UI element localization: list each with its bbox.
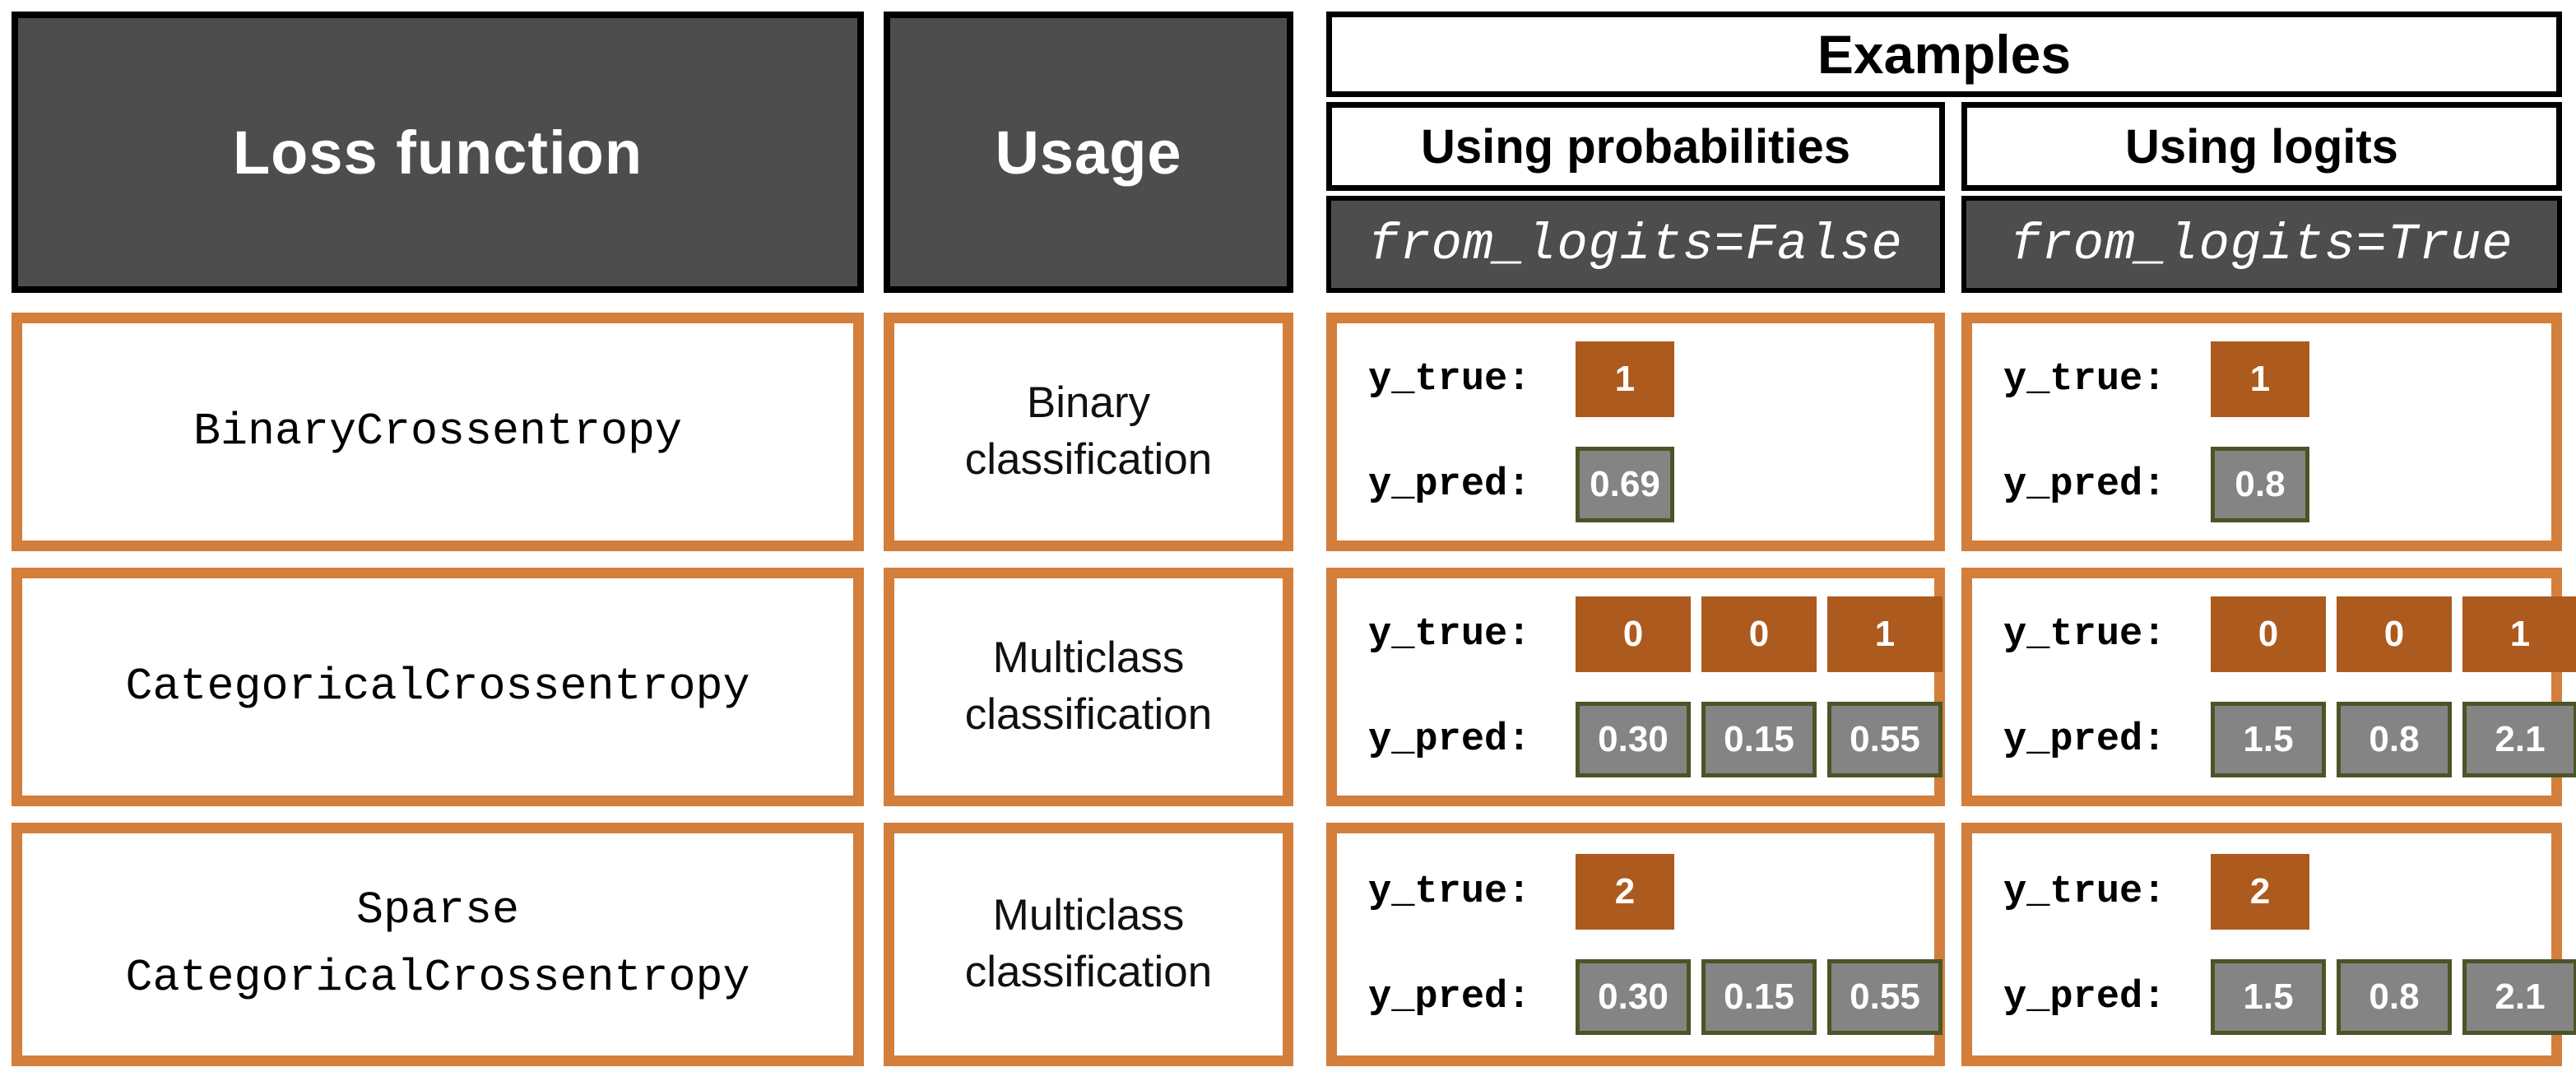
y-pred-values: 1.5 0.8 2.1 <box>2211 702 2576 777</box>
y-pred-label: y_pred: <box>1368 975 1531 1019</box>
subheader-using-logits-label: Using logits <box>2125 119 2398 174</box>
y-true-label: y_true: <box>2003 870 2166 914</box>
y-pred-label: y_pred: <box>1368 462 1531 507</box>
y-true-values: 1 <box>2211 341 2309 417</box>
y-true-values: 2 <box>2211 854 2309 930</box>
y-pred-line: y_pred: 0.30 0.15 0.55 <box>1368 959 1942 1035</box>
y-true-values: 0 0 1 <box>2211 596 2576 672</box>
y-true-values: 1 <box>1576 341 1674 417</box>
subheader-using-probabilities: Using probabilities <box>1326 102 1945 191</box>
y-pred-values: 0.30 0.15 0.55 <box>1576 702 1942 777</box>
y-true-values: 2 <box>1576 854 1674 930</box>
subheader-using-logits: Using logits <box>1961 102 2562 191</box>
y-pred-value-box: 0.55 <box>1827 702 1942 777</box>
header-usage-label: Usage <box>995 118 1182 187</box>
y-true-values: 0 0 1 <box>1576 596 1942 672</box>
example-categorical-probabilities: y_true: 0 0 1 y_pred: 0.30 0.15 0.55 <box>1326 568 1945 806</box>
usage-text: Binary classification <box>964 378 1213 484</box>
y-true-label: y_true: <box>1368 357 1531 401</box>
y-pred-value-box: 0.8 <box>2337 702 2452 777</box>
header-usage: Usage <box>884 12 1293 293</box>
code-from-logits-true: from_logits=True <box>1961 196 2562 293</box>
y-pred-values: 0.30 0.15 0.55 <box>1576 959 1942 1035</box>
loss-name-binarycrossentropy: BinaryCrossentropy <box>12 313 864 551</box>
y-pred-line: y_pred: 0.69 <box>1368 447 1934 522</box>
y-true-label: y_true: <box>2003 612 2166 656</box>
usage-multiclass-classification: Multiclass classification <box>884 568 1293 806</box>
y-pred-label: y_pred: <box>2003 717 2166 762</box>
subheader-using-probabilities-label: Using probabilities <box>1420 119 1851 174</box>
y-pred-values: 0.69 <box>1576 447 1674 522</box>
loss-name-sparse-categoricalcrossentropy: Sparse CategoricalCrossentropy <box>12 823 864 1066</box>
code-from-logits-false: from_logits=False <box>1326 196 1945 293</box>
y-pred-value-box: 1.5 <box>2211 959 2326 1035</box>
header-examples: Examples <box>1326 12 2562 97</box>
example-sparse-logits: y_true: 2 y_pred: 1.5 0.8 2.1 <box>1961 823 2576 1066</box>
y-pred-value-box: 0.8 <box>2337 959 2452 1035</box>
y-true-line: y_true: 2 <box>1368 854 1934 930</box>
y-true-line: y_true: 1 <box>1368 341 1934 417</box>
y-pred-line: y_pred: 0.8 <box>2003 447 2551 522</box>
header-examples-label: Examples <box>1817 24 2072 85</box>
y-pred-label: y_pred: <box>2003 975 2166 1019</box>
y-pred-values: 1.5 0.8 2.1 <box>2211 959 2576 1035</box>
y-pred-value-box: 2.1 <box>2462 702 2576 777</box>
y-pred-label: y_pred: <box>2003 462 2166 507</box>
y-pred-value-box: 0.30 <box>1576 959 1691 1035</box>
y-pred-line: y_pred: 0.30 0.15 0.55 <box>1368 702 1942 777</box>
loss-name-text: Sparse CategoricalCrossentropy <box>125 884 750 1004</box>
y-true-value-box: 1 <box>1576 341 1674 417</box>
y-true-line: y_true: 0 0 1 <box>1368 596 1942 672</box>
y-pred-value-box: 1.5 <box>2211 702 2326 777</box>
y-pred-value-box: 0.55 <box>1827 959 1942 1035</box>
y-pred-value-box: 2.1 <box>2462 959 2576 1035</box>
loss-name-text: BinaryCrossentropy <box>193 405 683 457</box>
y-true-value-box: 0 <box>1701 596 1817 672</box>
y-true-label: y_true: <box>1368 870 1531 914</box>
code-from-logits-false-label: from_logits=False <box>1368 215 1903 274</box>
header-loss-function: Loss function <box>12 12 864 293</box>
usage-text: Multiclass classification <box>964 891 1213 996</box>
y-true-value-box: 0 <box>2337 596 2452 672</box>
y-pred-value-box: 0.15 <box>1701 702 1817 777</box>
loss-name-text: CategoricalCrossentropy <box>125 660 750 712</box>
y-pred-line: y_pred: 1.5 0.8 2.1 <box>2003 959 2576 1035</box>
usage-text: Multiclass classification <box>964 633 1213 739</box>
loss-name-categoricalcrossentropy: CategoricalCrossentropy <box>12 568 864 806</box>
y-pred-label: y_pred: <box>1368 717 1531 762</box>
y-true-value-box: 0 <box>1576 596 1691 672</box>
usage-multiclass-classification: Multiclass classification <box>884 823 1293 1066</box>
example-binary-logits: y_true: 1 y_pred: 0.8 <box>1961 313 2562 551</box>
y-pred-value-box: 0.69 <box>1576 447 1674 522</box>
code-from-logits-true-label: from_logits=True <box>2010 215 2513 274</box>
y-true-line: y_true: 0 0 1 <box>2003 596 2576 672</box>
y-pred-values: 0.8 <box>2211 447 2309 522</box>
y-pred-value-box: 0.15 <box>1701 959 1817 1035</box>
y-true-value-box: 1 <box>2211 341 2309 417</box>
y-true-value-box: 1 <box>1827 596 1942 672</box>
y-pred-line: y_pred: 1.5 0.8 2.1 <box>2003 702 2576 777</box>
y-true-line: y_true: 1 <box>2003 341 2551 417</box>
y-true-value-box: 1 <box>2462 596 2576 672</box>
y-pred-value-box: 0.8 <box>2211 447 2309 522</box>
y-true-line: y_true: 2 <box>2003 854 2551 930</box>
header-loss-function-label: Loss function <box>232 118 643 187</box>
y-true-value-box: 2 <box>2211 854 2309 930</box>
example-categorical-logits: y_true: 0 0 1 y_pred: 1.5 0.8 2.1 <box>1961 568 2576 806</box>
example-sparse-probabilities: y_true: 2 y_pred: 0.30 0.15 0.55 <box>1326 823 1945 1066</box>
usage-binary-classification: Binary classification <box>884 313 1293 551</box>
y-true-value-box: 2 <box>1576 854 1674 930</box>
y-pred-value-box: 0.30 <box>1576 702 1691 777</box>
example-binary-probabilities: y_true: 1 y_pred: 0.69 <box>1326 313 1945 551</box>
y-true-value-box: 0 <box>2211 596 2326 672</box>
y-true-label: y_true: <box>1368 612 1531 656</box>
y-true-label: y_true: <box>2003 357 2166 401</box>
